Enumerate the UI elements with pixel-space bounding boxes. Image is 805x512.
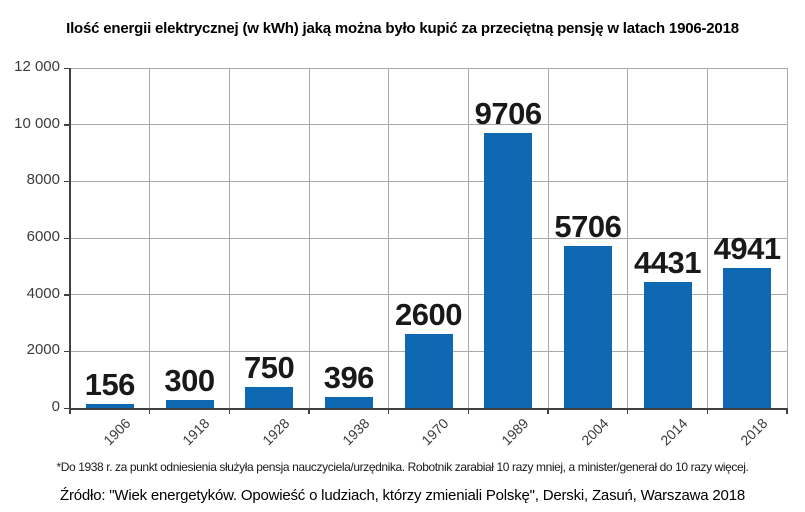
- gridline-horizontal: [70, 67, 787, 69]
- x-axis-tick: [228, 409, 231, 414]
- gridline-vertical: [228, 68, 230, 408]
- value-label-1938: 396: [323, 359, 375, 395]
- gridline-vertical: [706, 68, 708, 408]
- bar-1918: [165, 399, 214, 408]
- chart-footnote: *Do 1938 r. za punkt odniesienia służyła…: [56, 460, 749, 474]
- bar-2014: [643, 282, 692, 408]
- x-axis-label-1906: 1906: [99, 415, 134, 449]
- value-label-1970: 2600: [395, 297, 462, 333]
- x-axis-tick: [786, 409, 788, 414]
- y-axis-tick-label: 6000: [26, 228, 60, 245]
- value-label-2014: 4431: [634, 245, 701, 281]
- x-axis-label-2018: 2018: [737, 415, 771, 449]
- x-axis-label-1938: 1938: [338, 415, 373, 449]
- x-axis-tick: [308, 409, 310, 414]
- value-label-1928: 750: [244, 349, 295, 385]
- x-axis-label-2014: 2014: [657, 415, 691, 449]
- value-label-2004: 5706: [554, 209, 622, 245]
- bar-1928: [245, 386, 294, 408]
- y-axis-tick-label: 4000: [26, 284, 60, 302]
- y-axis-tick: [64, 407, 70, 409]
- y-axis-tick-label: 8000: [26, 171, 60, 189]
- y-axis-tick: [64, 124, 70, 126]
- value-label-1906: 156: [84, 366, 136, 402]
- value-label-1918: 300: [164, 362, 215, 398]
- y-axis-tick-label: 0: [51, 398, 60, 415]
- x-axis-tick: [467, 409, 470, 414]
- gridline-vertical: [467, 68, 469, 408]
- gridline-vertical: [547, 68, 549, 408]
- gridline-horizontal: [70, 124, 787, 126]
- x-axis-label-1970: 1970: [418, 415, 452, 449]
- gridline-horizontal: [70, 180, 787, 182]
- x-axis-tick: [547, 409, 549, 414]
- x-axis-tick: [69, 409, 71, 414]
- x-axis-tick: [626, 409, 629, 414]
- gridline-vertical: [627, 68, 629, 408]
- value-label-1989: 9706: [474, 95, 542, 131]
- value-label-2018: 4941: [713, 231, 781, 266]
- bar-1970: [404, 334, 453, 408]
- y-axis-tick-label: 12 000: [14, 58, 60, 75]
- gridline-horizontal: [70, 237, 787, 239]
- gridline-horizontal: [70, 294, 787, 296]
- bar-1938: [324, 396, 373, 408]
- x-axis-tick: [148, 409, 151, 414]
- y-axis-tick: [64, 294, 70, 296]
- bar-1989: [484, 132, 533, 408]
- bar-2018: [723, 268, 772, 408]
- gridline-vertical: [308, 68, 310, 408]
- bar-2004: [563, 246, 612, 408]
- x-axis-label-1928: 1928: [259, 415, 293, 449]
- x-axis-tick: [706, 409, 709, 414]
- x-axis-line: [69, 408, 788, 410]
- gridline-vertical: [388, 68, 390, 408]
- y-axis-tick-label: 10 000: [14, 114, 60, 132]
- x-axis-label-2004: 2004: [577, 415, 612, 449]
- y-axis-tick: [64, 237, 70, 239]
- y-axis-tick: [64, 67, 70, 69]
- chart-source: Źródło: "Wiek energetyków. Opowieść o lu…: [60, 487, 745, 504]
- gridline-vertical: [786, 68, 788, 408]
- y-axis-tick: [64, 350, 70, 353]
- x-axis-tick: [387, 409, 390, 414]
- chart-title: Ilość energii elektrycznej (w kWh) jaką …: [66, 20, 739, 37]
- x-axis-label-1989: 1989: [498, 415, 532, 449]
- gridline-vertical: [149, 68, 151, 408]
- y-axis-tick: [64, 180, 70, 183]
- bar-1906: [85, 403, 134, 408]
- y-axis-tick-label: 2000: [26, 341, 60, 359]
- x-axis-label-1918: 1918: [179, 415, 213, 449]
